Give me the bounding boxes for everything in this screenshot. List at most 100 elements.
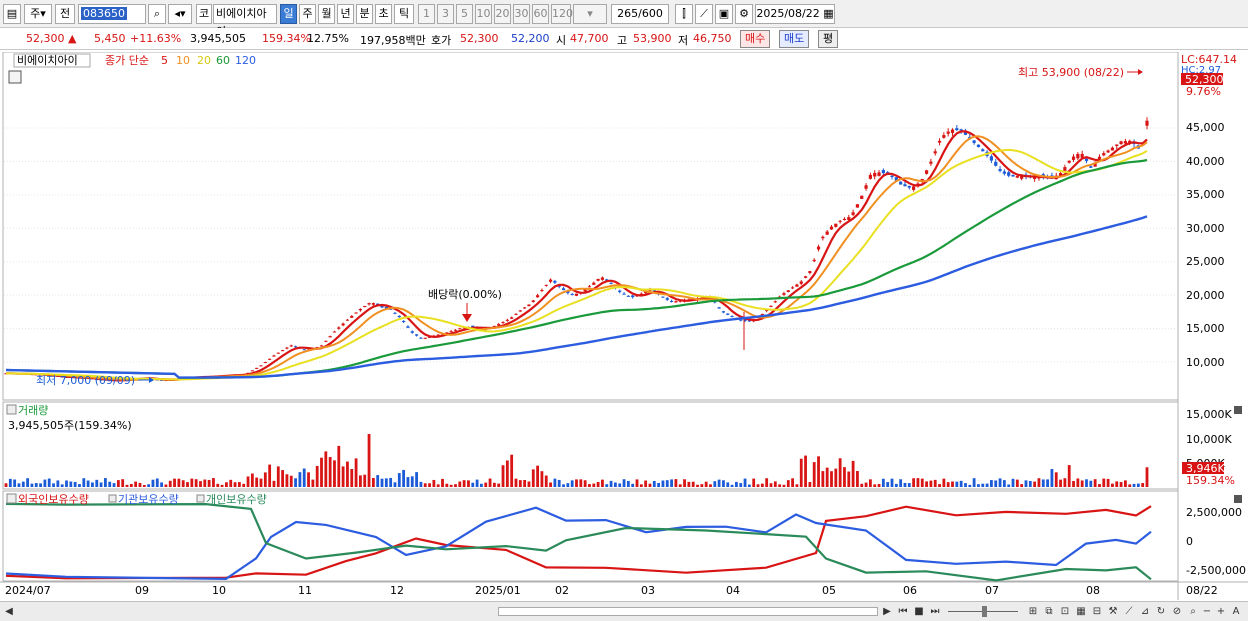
- volume-bar: [415, 472, 418, 487]
- date-field[interactable]: 2025/08/22 ▦: [755, 4, 835, 24]
- volume-bar: [955, 481, 959, 487]
- volume-bar: [1123, 480, 1127, 487]
- volume-bar: [601, 479, 604, 487]
- current-price-tag-bg: [1181, 73, 1223, 85]
- volume-bar: [726, 482, 730, 487]
- ask-price: 52,300: [460, 32, 499, 45]
- interval-3[interactable]: 3: [437, 4, 454, 24]
- bottom-scrollbar[interactable]: ◀ ▶ ⏮ ■ ⏭ ⊞ ⧉ ⊡ ▦ ⊟ ⚒ ⟋ ⊿ ↻ ⊘ ⌕ − + A: [0, 601, 1248, 621]
- volume-bar: [73, 481, 77, 487]
- period-minute[interactable]: 분: [356, 4, 373, 24]
- volume-bar: [8, 478, 12, 487]
- institution-line: [5, 506, 1152, 581]
- grid-icon[interactable]: ▦: [1076, 606, 1086, 617]
- interval-20[interactable]: 20: [494, 4, 511, 24]
- interval-10[interactable]: 10: [475, 4, 492, 24]
- interval-30[interactable]: 30: [513, 4, 530, 24]
- individual-legend: 개인보유수량: [206, 493, 267, 506]
- copy-icon[interactable]: ⧉: [1045, 606, 1053, 617]
- volume-bar: [91, 482, 94, 487]
- candle-body: [99, 379, 103, 381]
- candle-body: [838, 220, 842, 222]
- volume-bar: [1067, 465, 1071, 487]
- volume-bar: [129, 483, 133, 487]
- scroll-thumb[interactable]: [498, 607, 878, 616]
- volume-bar: [791, 478, 794, 487]
- quote-bar: 52,300 ▲ 5,450 +11.63% 3,945,505 159.34%…: [0, 28, 1248, 50]
- volume-bar: [1033, 481, 1037, 487]
- interval-1[interactable]: 1: [418, 4, 435, 24]
- volume-bar: [514, 478, 518, 487]
- scroll-first-icon[interactable]: ⏮: [898, 606, 908, 617]
- volume-bar: [964, 483, 967, 487]
- volume-bar: [916, 478, 920, 487]
- volume-bar: [674, 479, 678, 487]
- interval-60[interactable]: 60: [532, 4, 549, 24]
- holdings-y-ticks: 2,500,000 0 -2,500,000: [1186, 506, 1246, 577]
- holdings-panel-toggle[interactable]: [6, 493, 17, 504]
- volume-bar: [1041, 479, 1045, 487]
- volume-close-icon[interactable]: [1234, 406, 1242, 414]
- cross-icon[interactable]: ⊘: [1172, 606, 1182, 617]
- stop-icon[interactable]: ■: [914, 606, 924, 617]
- layout-icon[interactable]: ⊞: [1028, 606, 1038, 617]
- interval-120[interactable]: 120: [551, 4, 573, 24]
- magnify-icon[interactable]: ⌕: [1190, 606, 1196, 617]
- period-week[interactable]: 주: [299, 4, 316, 24]
- y-tick-20000: 20,000: [1186, 289, 1225, 302]
- speaker-icon[interactable]: ◂▾: [168, 4, 192, 24]
- stock-code-input[interactable]: 083650: [78, 4, 146, 24]
- candle-body: [626, 295, 630, 297]
- period-month[interactable]: 월: [318, 4, 335, 24]
- draw-tool-icon[interactable]: ⟋: [695, 4, 713, 24]
- font-size-icon[interactable]: A: [1232, 606, 1240, 617]
- candle-type-icon[interactable]: ⫿: [675, 4, 693, 24]
- period-tick[interactable]: 틱: [394, 4, 414, 24]
- trend-icon[interactable]: ⟋: [1125, 606, 1133, 617]
- volume-bar: [467, 480, 470, 487]
- count-field[interactable]: 265/600: [611, 4, 669, 24]
- sell-button[interactable]: 매도: [779, 30, 810, 48]
- candle-body: [289, 345, 293, 347]
- period-second[interactable]: 초: [375, 4, 392, 24]
- chart-menu-icon[interactable]: ▤: [3, 4, 21, 24]
- market-select[interactable]: 주▾: [24, 4, 52, 24]
- volume-bar: [69, 481, 73, 487]
- candle-body: [319, 345, 324, 347]
- scroll-right-icon[interactable]: ▶: [883, 606, 891, 617]
- zoom-out-icon[interactable]: −: [1202, 606, 1212, 617]
- candle-body: [423, 337, 427, 339]
- candle-body: [1020, 175, 1024, 179]
- period-year[interactable]: 년: [337, 4, 354, 24]
- split-icon[interactable]: ⊟: [1092, 606, 1102, 617]
- save-icon[interactable]: ▣: [715, 4, 733, 24]
- calc-icon[interactable]: [8, 70, 22, 84]
- buy-button[interactable]: 매수: [740, 30, 771, 48]
- measure-icon[interactable]: ⊿: [1140, 606, 1150, 617]
- chart-area[interactable]: 45,000 40,000 35,000 30,000 25,000 20,00…: [0, 52, 1248, 621]
- volume-bar: [1128, 484, 1132, 487]
- period-day[interactable]: 일: [280, 4, 297, 24]
- candle-body: [899, 181, 903, 185]
- open-price: 47,700: [570, 32, 609, 45]
- stock-name-field[interactable]: 비에이치아이: [213, 4, 277, 38]
- volume-bar: [337, 445, 341, 487]
- window-icon[interactable]: ⊡: [1060, 606, 1070, 617]
- zoom-slider-handle[interactable]: [982, 606, 987, 617]
- interval-5[interactable]: 5: [456, 4, 473, 24]
- market-ko-button[interactable]: 코: [196, 4, 212, 24]
- holdings-close-icon[interactable]: [1234, 495, 1242, 503]
- settings-icon[interactable]: ⚙: [735, 4, 753, 24]
- tool-icon[interactable]: ⚒: [1108, 606, 1118, 617]
- hoga-label: 호가: [431, 34, 452, 47]
- zoom-in-icon[interactable]: +: [1216, 606, 1226, 617]
- volume-bar: [1085, 479, 1088, 487]
- volume-panel-toggle[interactable]: [6, 404, 17, 415]
- scroll-last-icon[interactable]: ⏭: [930, 606, 940, 617]
- avg-button[interactable]: 평: [818, 30, 839, 48]
- prev-button[interactable]: 전: [55, 4, 75, 24]
- scroll-left-icon[interactable]: ◀: [5, 606, 13, 617]
- search-icon[interactable]: ⌕: [148, 4, 166, 24]
- refresh-icon[interactable]: ↻: [1156, 606, 1166, 617]
- interval-custom-select[interactable]: ▾: [573, 4, 607, 24]
